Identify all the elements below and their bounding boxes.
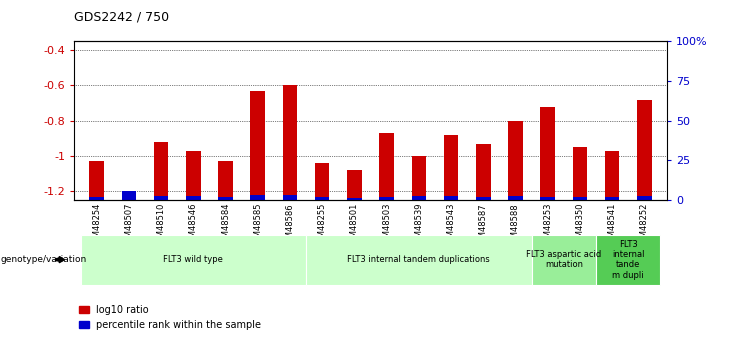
Text: GDS2242 / 750: GDS2242 / 750 — [74, 10, 169, 23]
Bar — [605, 151, 619, 200]
Bar — [444, 135, 458, 200]
Bar — [540, 107, 555, 200]
Bar — [347, 198, 362, 200]
Bar — [637, 196, 651, 200]
Bar — [573, 197, 587, 200]
Bar — [186, 151, 201, 200]
Bar — [411, 156, 426, 200]
Bar — [283, 86, 297, 200]
Text: FLT3 wild type: FLT3 wild type — [163, 255, 223, 264]
Bar — [283, 195, 297, 200]
Bar — [154, 142, 168, 200]
Bar — [219, 197, 233, 200]
Bar — [637, 100, 651, 200]
Bar — [508, 196, 522, 200]
Bar — [122, 191, 136, 200]
Bar — [508, 121, 522, 200]
Bar — [540, 197, 555, 200]
Bar — [379, 133, 394, 200]
Bar — [219, 161, 233, 200]
Bar — [90, 197, 104, 200]
Bar — [186, 196, 201, 200]
Bar — [250, 195, 265, 200]
Text: FLT3
internal
tande
m dupli: FLT3 internal tande m dupli — [612, 239, 645, 280]
Bar — [573, 147, 587, 200]
Bar — [411, 196, 426, 200]
Bar — [476, 144, 491, 200]
Bar — [347, 170, 362, 200]
Bar — [444, 196, 458, 200]
Bar — [315, 163, 330, 200]
Bar — [476, 197, 491, 200]
Bar — [122, 191, 136, 200]
Bar — [379, 197, 394, 200]
Legend: log10 ratio, percentile rank within the sample: log10 ratio, percentile rank within the … — [79, 305, 262, 330]
Text: genotype/variation: genotype/variation — [1, 255, 87, 264]
Bar — [154, 196, 168, 200]
Text: FLT3 internal tandem duplications: FLT3 internal tandem duplications — [348, 255, 491, 264]
Text: FLT3 aspartic acid
mutation: FLT3 aspartic acid mutation — [526, 250, 602, 269]
Bar — [605, 197, 619, 200]
Bar — [250, 91, 265, 200]
Bar — [315, 197, 330, 200]
Bar — [90, 161, 104, 200]
